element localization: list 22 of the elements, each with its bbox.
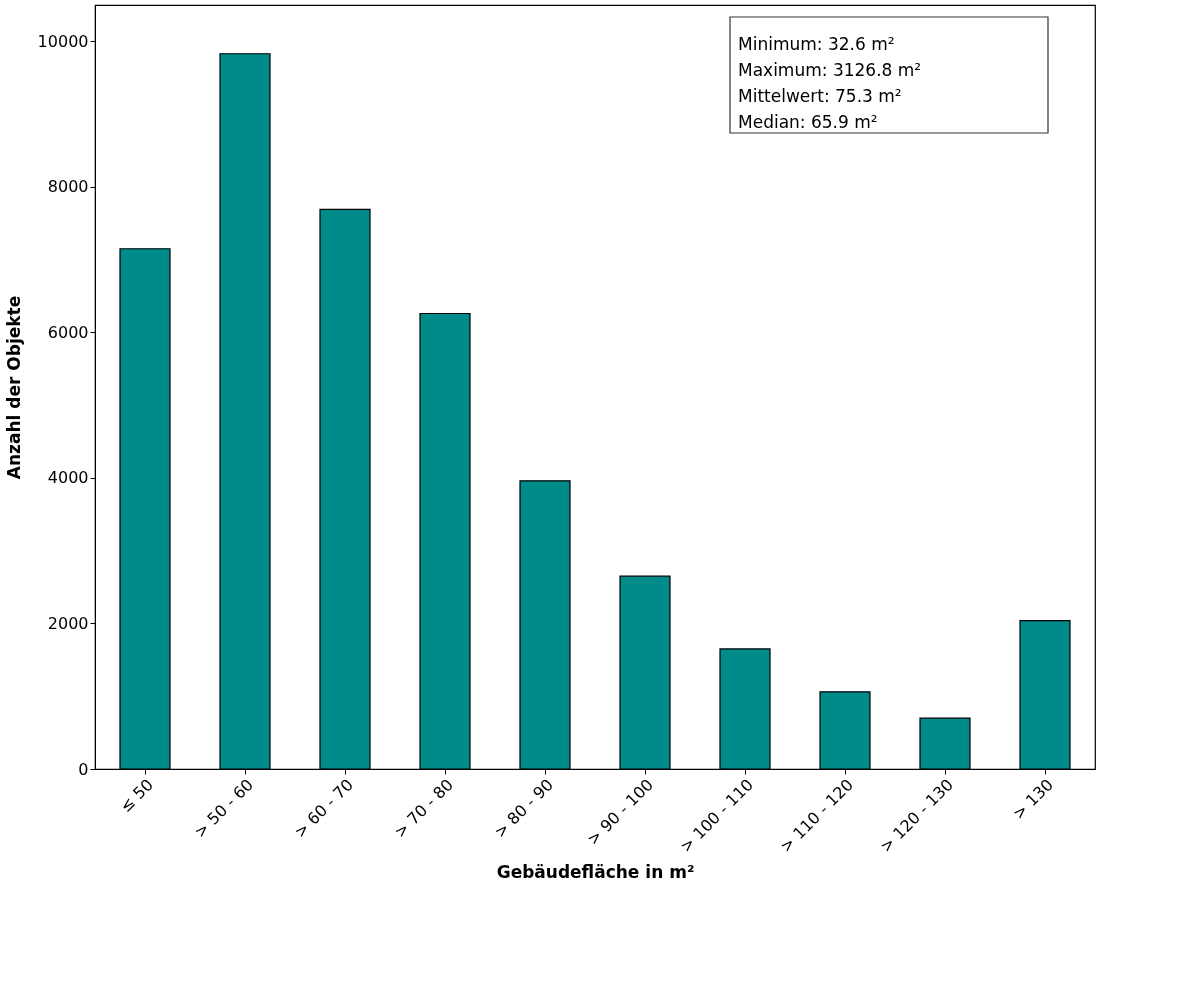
x-tick-label: > 110 - 120 — [776, 775, 858, 857]
x-tick-label: > 80 - 90 — [490, 775, 558, 842]
y-tick-label: 4000 — [47, 468, 89, 488]
x-tick-label: > 50 - 60 — [190, 775, 258, 842]
x-tick-label: > 70 - 80 — [390, 775, 458, 842]
x-tick-label: ≤ 50 — [116, 775, 158, 816]
y-tick-label: 8000 — [47, 177, 89, 197]
annotation: Median: 65.9 m² — [738, 112, 878, 132]
y-tick-label: 10000 — [37, 31, 89, 51]
y-tick-label: 0 — [78, 759, 89, 779]
x-tick-label: > 130 — [1008, 775, 1058, 824]
x-tick-label: > 60 - 70 — [290, 775, 358, 842]
annotation: Minimum: 32.6 m² — [738, 34, 895, 54]
x-tick-label: > 120 - 130 — [876, 775, 958, 857]
annotation: Mittelwert: 75.3 m² — [738, 86, 902, 106]
y-tick-label: 2000 — [47, 613, 89, 633]
x-tick-label: > 100 - 110 — [676, 775, 758, 857]
y-tick-label: 6000 — [47, 322, 89, 342]
annotation: Maximum: 3126.8 m² — [738, 60, 922, 80]
y-axis-title: Anzahl der Objekte — [3, 295, 24, 480]
x-axis-title: Gebäudefläche in m² — [496, 862, 695, 883]
x-tick-label: > 90 - 100 — [583, 775, 658, 849]
